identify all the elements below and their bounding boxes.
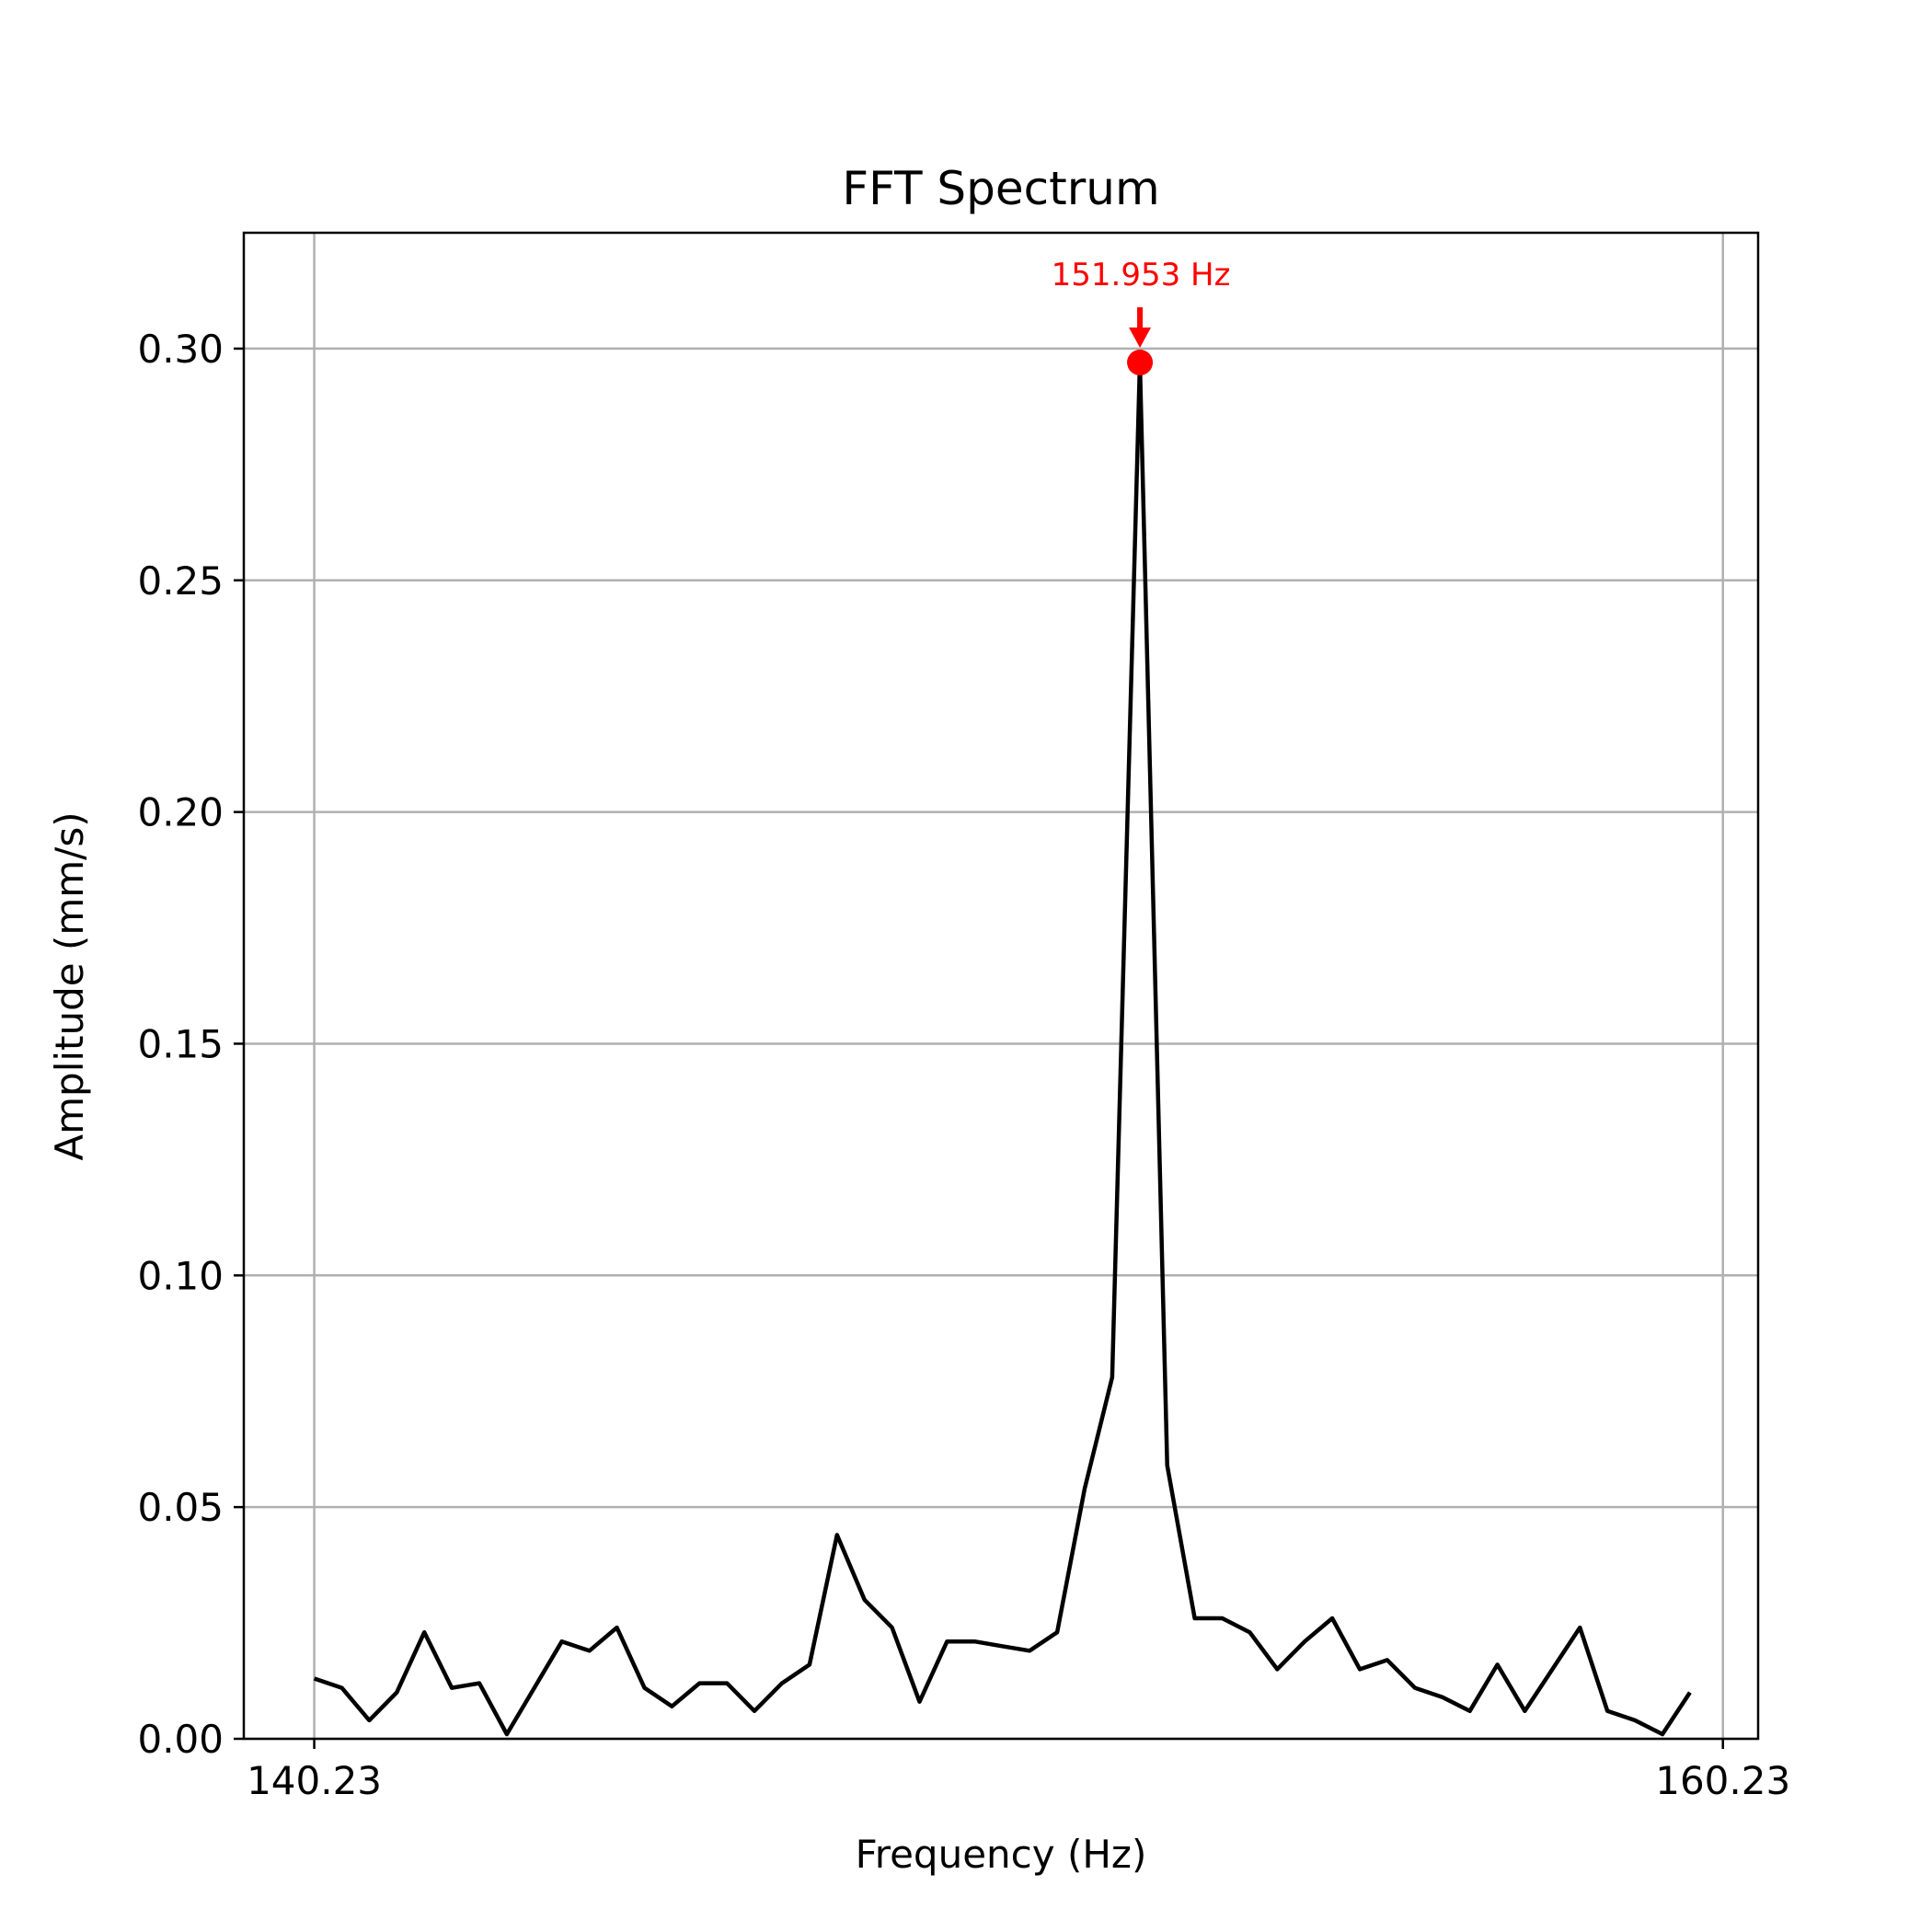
x-axis-label: Frequency (Hz) — [856, 1832, 1147, 1877]
y-tick-label: 0.00 — [137, 1717, 224, 1762]
peak-label: 151.953 Hz — [1052, 257, 1231, 293]
axis-ticks: 0.00 0.05 0.10 0.15 0.20 0.25 0.30 140.23 160.23 — [137, 327, 1790, 1803]
y-tick-label: 0.25 — [137, 558, 224, 604]
peak-annotation: 151.953 Hz — [1052, 257, 1231, 376]
series-layer — [313, 360, 1692, 1737]
peak-arrow-head — [1129, 328, 1152, 349]
x-tick-label: 160.23 — [1655, 1758, 1790, 1803]
y-tick-label: 0.20 — [137, 790, 224, 835]
spectrum-line — [313, 360, 1692, 1737]
y-tick-label: 0.30 — [137, 327, 224, 372]
peak-marker — [1127, 350, 1154, 376]
y-tick-label: 0.10 — [137, 1253, 224, 1298]
x-tick-label: 140.23 — [247, 1758, 382, 1803]
y-tick-label: 0.15 — [137, 1021, 224, 1066]
chart-title: FFT Spectrum — [842, 162, 1159, 215]
y-axis-label: Amplitude (mm/s) — [47, 811, 92, 1160]
y-tick-label: 0.05 — [137, 1485, 224, 1530]
plot-area-frame — [242, 231, 1760, 1741]
